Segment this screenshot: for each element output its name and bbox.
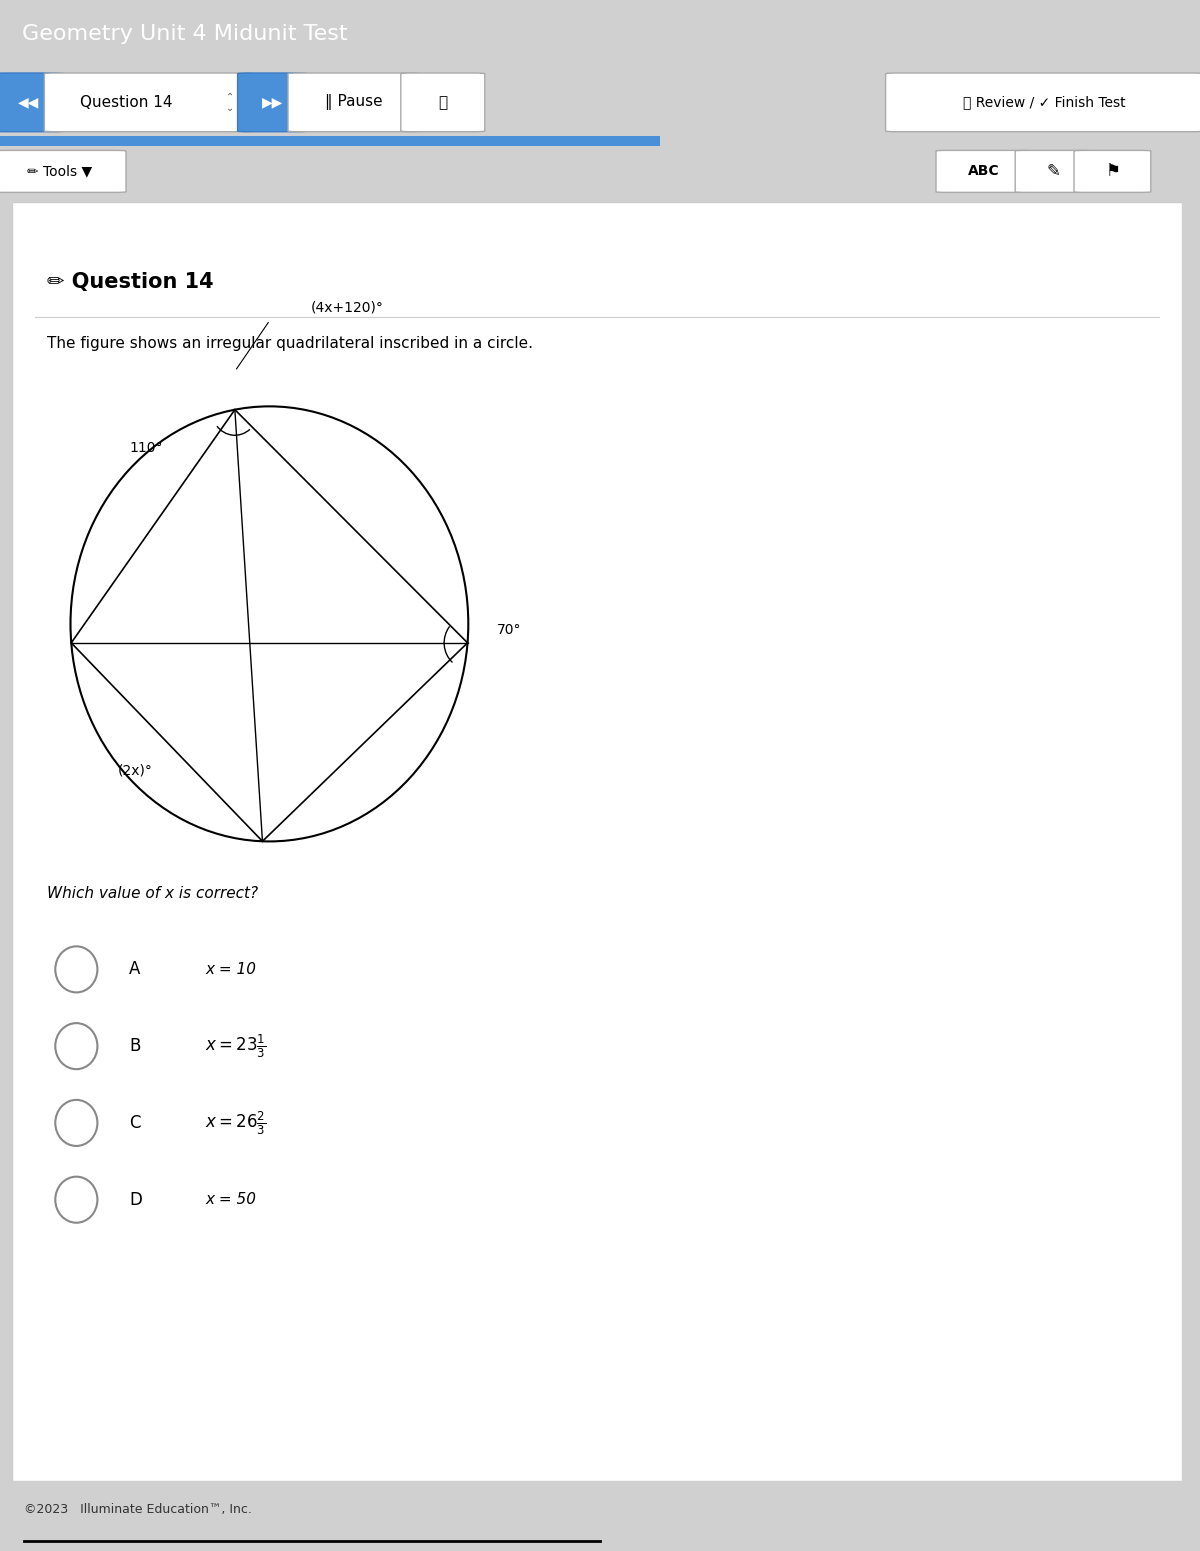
Text: ✎: ✎ [1046,163,1061,180]
FancyBboxPatch shape [0,73,64,132]
FancyBboxPatch shape [1074,150,1151,192]
Text: ◀◀: ◀◀ [18,95,40,110]
Text: 🔍 Review / ✓ Finish Test: 🔍 Review / ✓ Finish Test [962,95,1126,110]
FancyBboxPatch shape [12,202,1182,1481]
Text: 🔍: 🔍 [438,95,448,110]
Text: ✏ Question 14: ✏ Question 14 [47,271,214,292]
Text: ▶▶: ▶▶ [262,95,283,110]
FancyBboxPatch shape [886,73,1200,132]
Text: Which value of x is correct?: Which value of x is correct? [47,886,258,901]
Text: 70°: 70° [497,624,521,637]
Text: x = 10: x = 10 [205,962,256,977]
Text: $x = 26\frac{2}{3}$: $x = 26\frac{2}{3}$ [205,1109,266,1137]
FancyBboxPatch shape [238,73,307,132]
Text: The figure shows an irregular quadrilateral inscribed in a circle.: The figure shows an irregular quadrilate… [47,337,533,351]
Bar [0,136,660,146]
Text: ABC: ABC [968,164,1000,178]
Text: ⌃
⌄: ⌃ ⌄ [227,92,234,113]
Text: Geometry Unit 4 Midunit Test: Geometry Unit 4 Midunit Test [22,25,347,43]
Text: (2x)°: (2x)° [118,763,152,777]
Text: ✏ Tools ▼: ✏ Tools ▼ [28,164,92,178]
FancyBboxPatch shape [288,73,420,132]
FancyBboxPatch shape [44,73,254,132]
Text: D: D [130,1191,142,1208]
FancyBboxPatch shape [401,73,485,132]
Text: x = 50: x = 50 [205,1193,256,1207]
Text: 110°: 110° [130,440,163,454]
Text: $x = 23\frac{1}{3}$: $x = 23\frac{1}{3}$ [205,1033,266,1059]
Text: A: A [130,960,140,979]
Text: (4x+120)°: (4x+120)° [311,301,384,315]
FancyBboxPatch shape [0,150,126,192]
Text: ⚑: ⚑ [1105,163,1120,180]
FancyBboxPatch shape [1015,150,1092,192]
FancyBboxPatch shape [936,150,1032,192]
Text: Question 14: Question 14 [79,95,173,110]
Text: C: C [130,1114,140,1132]
Text: B: B [130,1038,140,1055]
Text: ©2023   Illuminate Education™, Inc.: ©2023 Illuminate Education™, Inc. [24,1503,252,1515]
Text: ‖ Pause: ‖ Pause [325,95,383,110]
